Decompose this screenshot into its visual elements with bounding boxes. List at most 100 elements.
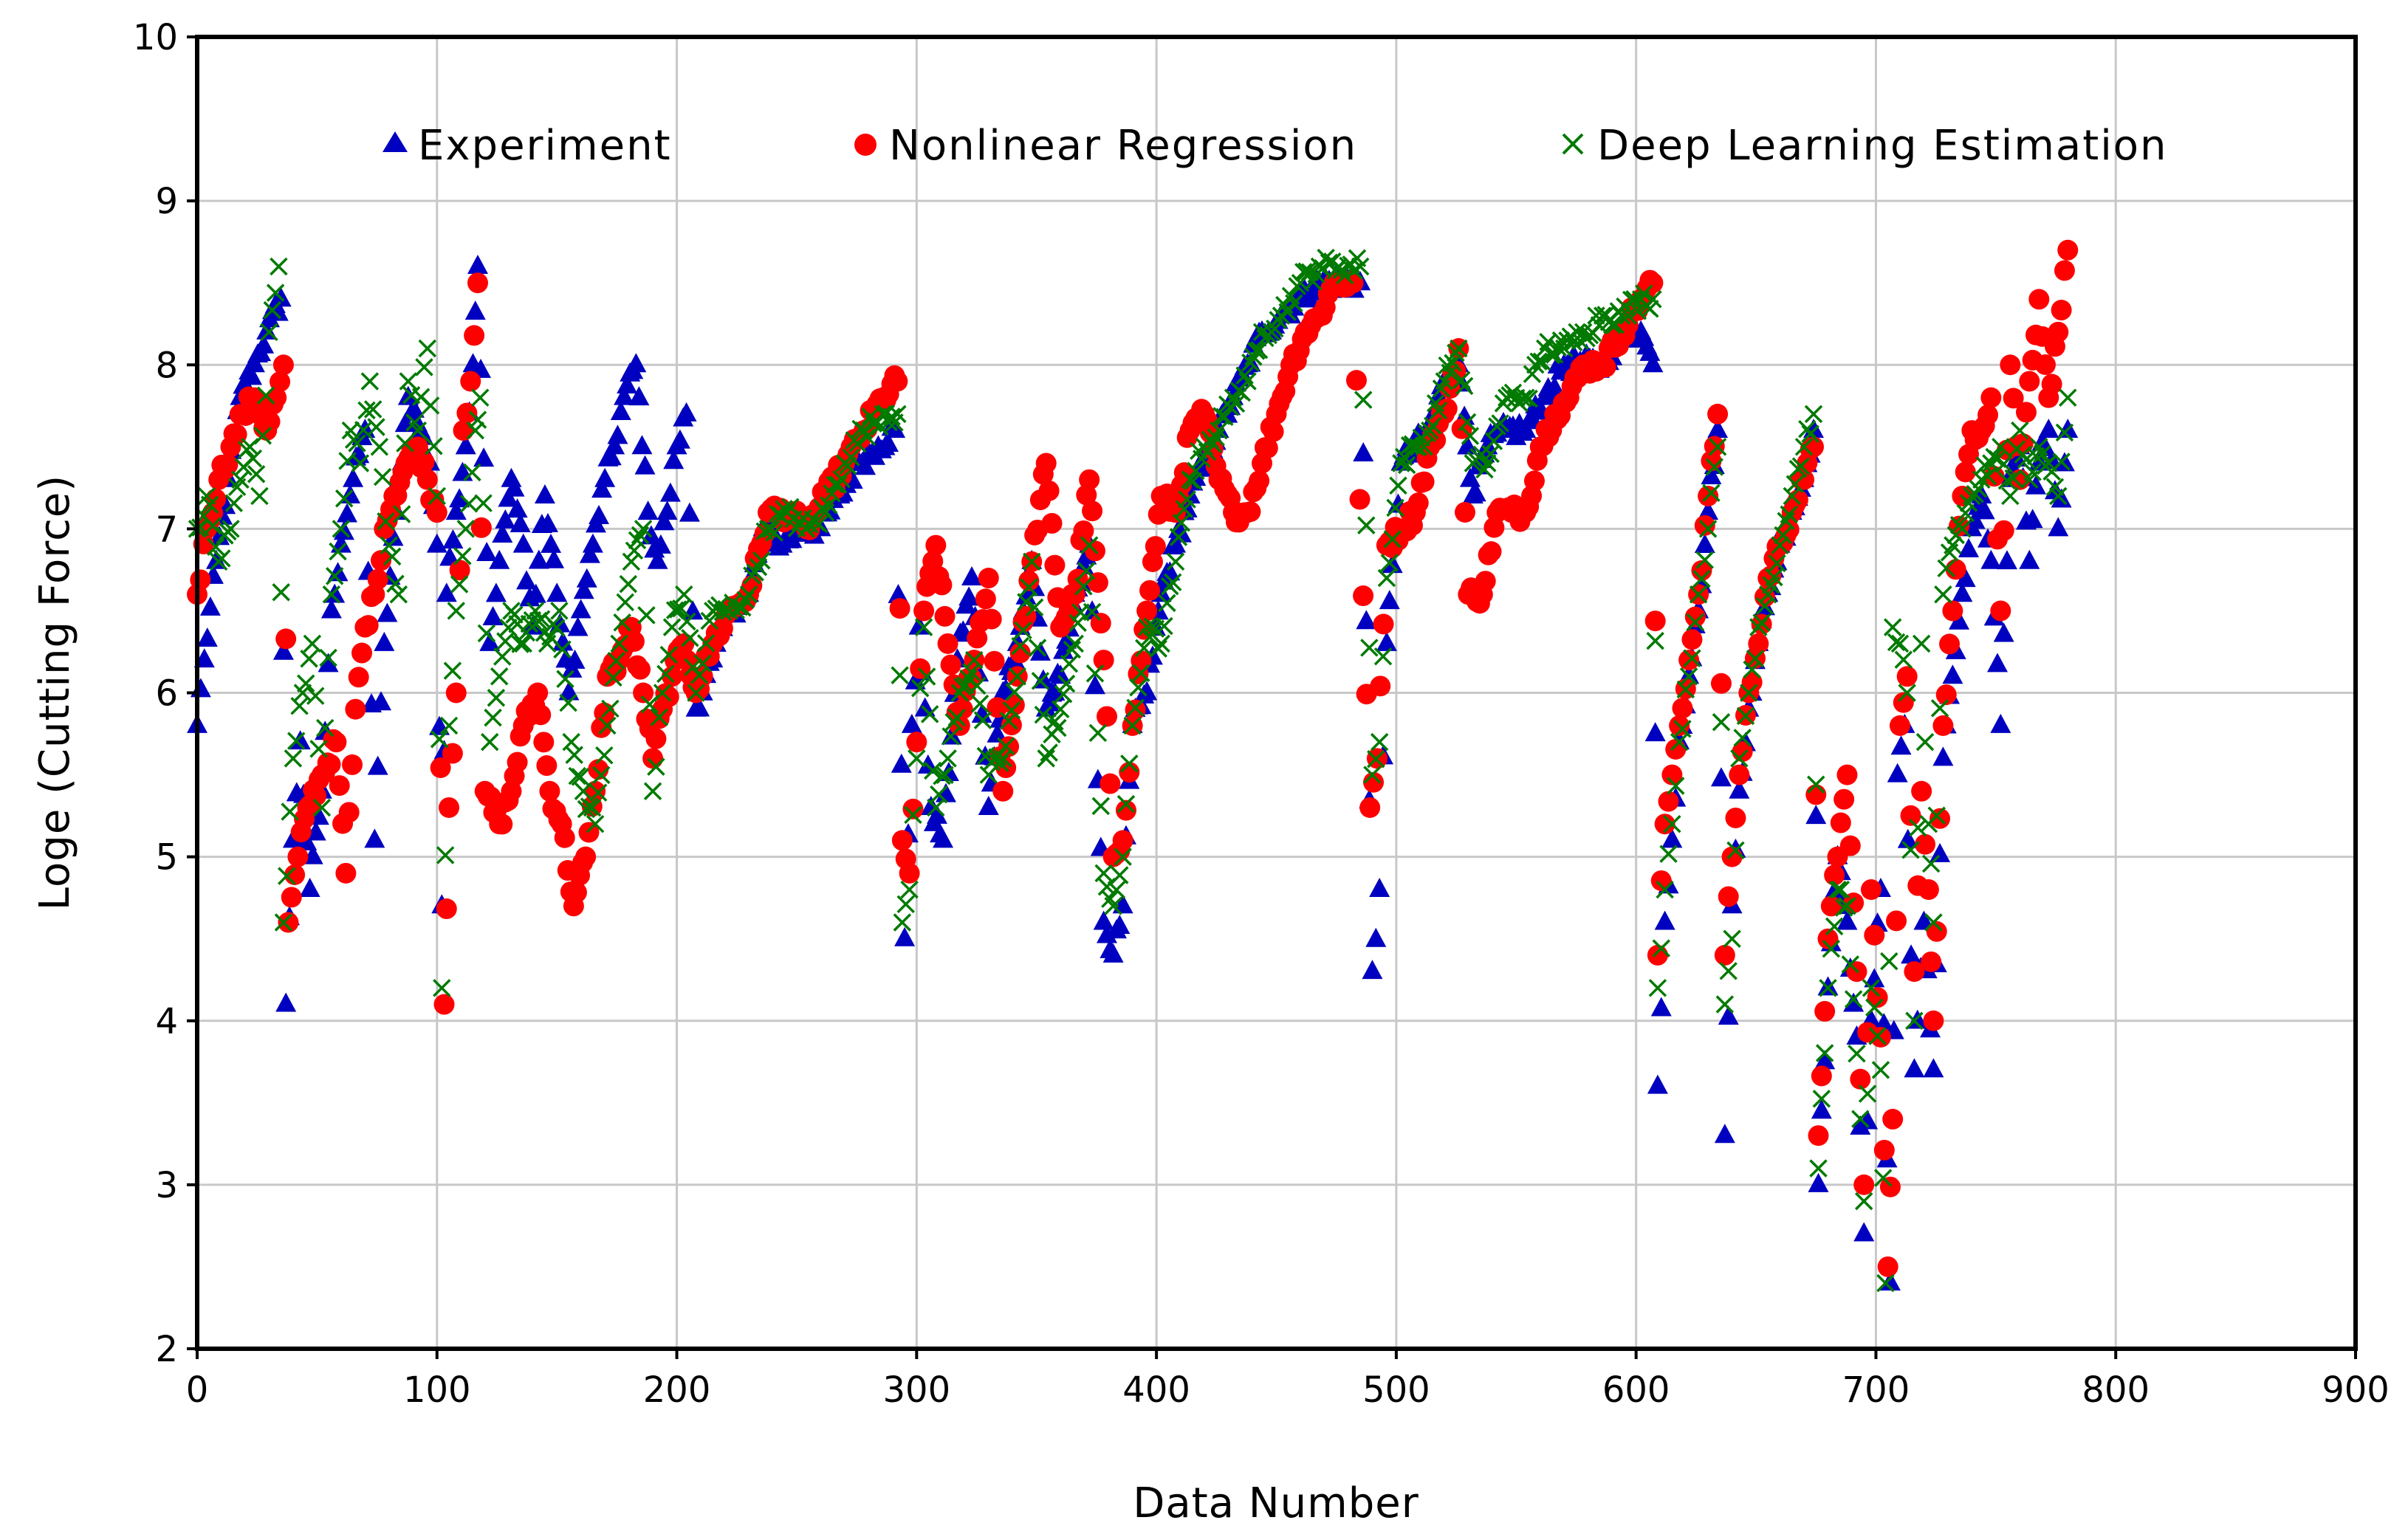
- experiment-point: [516, 570, 538, 590]
- deep-learning-point: [1807, 775, 1825, 794]
- regression-point: [1684, 606, 1706, 627]
- experiment-point: [403, 398, 425, 418]
- experiment-point: [510, 513, 531, 533]
- deep-learning-point: [270, 257, 288, 276]
- legend-label-nonlinear-regression: Nonlinear Regression: [889, 122, 1357, 170]
- deep-learning-point: [1424, 416, 1442, 435]
- deep-learning-point: [1484, 432, 1503, 450]
- regression-point: [984, 650, 1005, 672]
- experiment-point: [933, 828, 954, 848]
- deep-learning-point: [1719, 962, 1738, 980]
- deep-learning-point: [250, 486, 269, 506]
- experiment-point: [591, 478, 613, 498]
- regression-point: [1672, 698, 1693, 719]
- regression-point: [1811, 1065, 1832, 1087]
- deep-learning-point: [550, 602, 569, 620]
- experiment-point: [449, 488, 470, 508]
- experiment-point: [914, 697, 936, 717]
- deep-learning-point: [1210, 421, 1228, 440]
- deep-learning-point: [1037, 749, 1055, 768]
- deep-learning-point: [1708, 438, 1727, 456]
- deep-learning-point: [1005, 683, 1024, 701]
- regression-point: [1904, 961, 1925, 983]
- deep-learning-point: [309, 740, 328, 758]
- regression-point: [527, 682, 549, 704]
- deep-learning-point: [1865, 998, 1884, 1017]
- deep-learning-point: [662, 618, 682, 636]
- experiment-point: [442, 529, 464, 549]
- regression-point: [436, 898, 457, 920]
- experiment-point: [374, 631, 395, 651]
- deep-learning-point: [967, 676, 987, 695]
- experiment-point: [594, 467, 616, 487]
- experiment-point: [504, 477, 525, 497]
- regression-point: [554, 827, 575, 848]
- experiment-point: [1698, 501, 1719, 520]
- experiment-point: [1901, 944, 1922, 964]
- deep-learning-point: [463, 463, 481, 482]
- regression-point: [1425, 430, 1447, 451]
- experiment-point: [961, 566, 983, 586]
- regression-point: [1100, 773, 1121, 794]
- deep-learning-point: [1771, 536, 1789, 554]
- deep-learning-point: [950, 684, 970, 702]
- experiment-point: [1038, 692, 1060, 712]
- deep-learning-point: [1083, 602, 1102, 622]
- deep-learning-point: [1791, 457, 1811, 475]
- regression-point: [2034, 354, 2056, 375]
- regression-point: [2041, 374, 2062, 395]
- deep-learning-point: [1406, 438, 1425, 456]
- experiment-point: [1817, 976, 1839, 996]
- deep-learning-point: [1363, 766, 1382, 784]
- deep-learning-point: [1184, 472, 1202, 490]
- deep-learning-point: [917, 667, 936, 686]
- experiment-point: [995, 678, 1017, 698]
- deep-learning-point: [477, 624, 496, 643]
- deep-learning-point: [222, 520, 240, 538]
- regression-point: [1263, 421, 1284, 442]
- deep-learning-point: [1868, 1027, 1887, 1045]
- regression-point: [464, 325, 485, 346]
- regression-point: [1349, 489, 1371, 510]
- deep-learning-point: [1051, 700, 1070, 718]
- deep-learning-point: [656, 664, 675, 684]
- deep-learning-point: [914, 618, 933, 636]
- deep-learning-point: [1020, 578, 1038, 596]
- deep-learning-point: [1774, 526, 1792, 545]
- deep-learning-point: [1740, 684, 1758, 702]
- regression-point: [1980, 387, 2002, 408]
- experiment-point: [534, 484, 555, 503]
- experiment-point: [567, 616, 589, 636]
- deep-learning-point: [1435, 372, 1454, 391]
- experiment-point: [445, 501, 467, 520]
- regression-point: [1896, 666, 1918, 687]
- triangle-marker-icon: [383, 131, 408, 152]
- regression-point: [1523, 470, 1545, 492]
- regression-point: [1915, 833, 1936, 855]
- experiment-point: [1942, 664, 1963, 684]
- deep-learning-point: [453, 547, 472, 565]
- experiment-point: [654, 511, 675, 531]
- regression-point: [1867, 987, 1888, 1008]
- regression-point: [1018, 570, 1040, 591]
- deep-learning-point: [739, 585, 758, 604]
- deep-learning-point: [278, 867, 296, 885]
- deep-learning-point: [1491, 414, 1509, 433]
- experiment-point: [485, 582, 507, 602]
- experiment-point: [1824, 880, 1845, 900]
- deep-learning-point: [619, 574, 638, 594]
- deep-learning-point: [1667, 777, 1685, 795]
- experiment-point: [679, 502, 700, 522]
- regression-point: [306, 785, 327, 807]
- axis-ticks: 0 100 200 300 400 500 600 700 800 900 2 3 4 5 6 7 8 9 10: [133, 17, 2390, 1411]
- deep-learning-point: [1060, 654, 1079, 673]
- deep-learning-point: [568, 766, 587, 785]
- deep-learning-point: [1768, 554, 1786, 573]
- deep-learning-point: [1238, 372, 1257, 391]
- deep-learning-point: [1068, 613, 1087, 633]
- deep-learning-point: [1752, 613, 1771, 632]
- deep-learning-point: [1786, 475, 1805, 493]
- deep-learning-point: [1876, 1273, 1895, 1293]
- regression-point: [345, 698, 366, 720]
- experiment-point: [377, 602, 398, 622]
